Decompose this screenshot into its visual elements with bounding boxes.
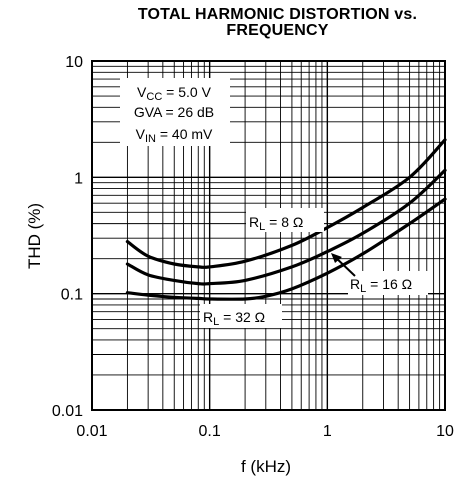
gva-condition: GVA = 26 dB <box>134 104 214 120</box>
x-tick-labels: 0.01 0.1 1 10 <box>76 423 454 440</box>
y-axis-label: THD (%) <box>25 203 44 269</box>
y-tick-label: 10 <box>65 54 83 71</box>
series-label-16-ohm: RL = 16 Ω <box>350 276 412 295</box>
chart-title-line-1: TOTAL HARMONIC DISTORTION vs. <box>137 6 418 23</box>
vcc-condition: VCC = 5.0 V <box>137 84 212 103</box>
pointer-arrow-head <box>331 253 342 263</box>
curve-rl-32-ohm <box>125 197 447 301</box>
y-tick-label: 1 <box>74 170 83 187</box>
y-tick-label: 0.1 <box>61 287 83 304</box>
plot-frame <box>91 60 446 411</box>
x-axis-label: f (kHz) <box>241 457 291 476</box>
chart-title-line-2: FREQUENCY <box>226 22 329 39</box>
x-tick-label: 0.01 <box>76 423 107 440</box>
series-label-32-ohm: RL = 32 Ω <box>203 309 265 328</box>
label-bg <box>348 271 428 295</box>
y-tick-label: 0.01 <box>52 403 83 420</box>
y-tick-labels: 0.01 0.1 1 10 <box>52 54 83 420</box>
curve-rl-16-ohm <box>125 168 447 286</box>
x-tick-label: 0.1 <box>199 423 221 440</box>
x-tick-label: 1 <box>323 423 332 440</box>
series-curves <box>125 138 447 301</box>
vin-condition: VIN = 40 mV <box>136 126 213 145</box>
series-label-8-ohm: RL = 8 Ω <box>249 214 303 233</box>
conditions-box <box>120 78 230 146</box>
label-bg <box>200 304 282 328</box>
grid <box>92 61 445 410</box>
x-tick-label: 10 <box>436 423 454 440</box>
curve-rl-8-ohm <box>125 138 447 270</box>
label-bg <box>246 208 324 232</box>
